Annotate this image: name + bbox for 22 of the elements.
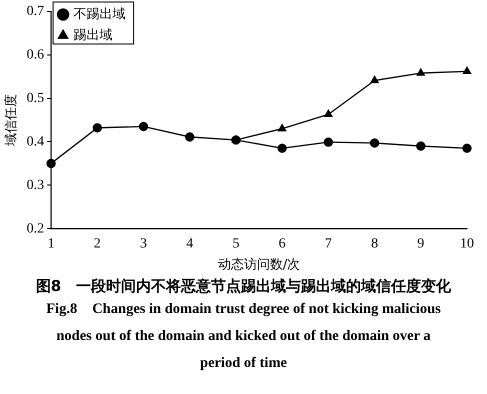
x-tick-label: 8 [371,236,378,252]
y-axis-title: 域信任度 [3,94,20,147]
caption: Fig.8 Changes in domain trust degree of not kicking malicious nodes out of the domain and kicked out of the domain over a period of time [45,300,442,373]
y-tick-label: 0.7 [26,4,44,20]
y-tick-label: 0.4 [26,134,44,150]
x-tick-label: 7 [324,236,332,252]
x-tick-label: 6 [278,236,286,252]
y-tick-label: 0.3 [26,178,44,193]
legend-label: 踢出域 [74,28,113,43]
y-tick-label: 0.6 [26,48,44,63]
x-tick-label: 4 [186,236,194,252]
x-axis-title: 动态访问数/次 [218,256,300,273]
y-tick-label: 0.2 [26,221,44,236]
x-tick-label: 9 [417,236,424,252]
x-tick-label: 1 [48,236,55,252]
x-tick-label: 10 [460,236,474,252]
caption: 图8 一段时间内不将恶意节点踢出域与踢出域的域信任度变化 [34,277,452,296]
legend-label: 不踢出域 [74,6,126,22]
x-tick-label: 2 [94,236,101,252]
y-tick-label: 0.5 [26,90,44,106]
x-tick-label: 5 [232,236,240,252]
x-tick-label: 3 [140,236,148,252]
